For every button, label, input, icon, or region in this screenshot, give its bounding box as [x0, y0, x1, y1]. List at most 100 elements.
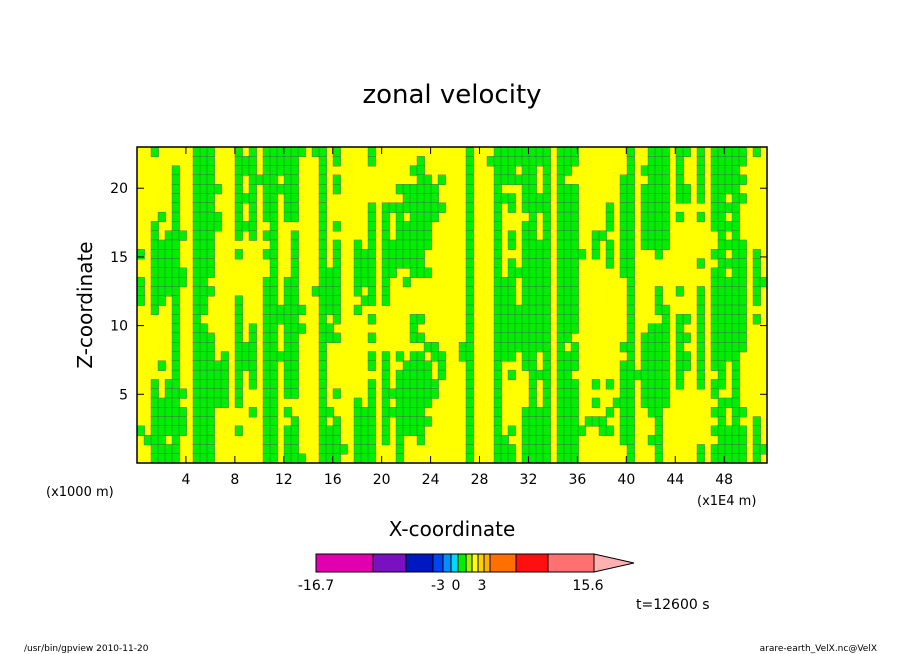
- x-unit-left: (x1000 m): [46, 485, 114, 500]
- field-cell: [710, 304, 719, 316]
- field-cell: [381, 351, 390, 362]
- colorbar-label: 0: [452, 578, 461, 594]
- field-cell: [269, 407, 278, 418]
- field-cell: [206, 332, 215, 343]
- field-cell: [731, 379, 740, 390]
- field-cell: [493, 369, 502, 381]
- field-cell: [465, 286, 474, 297]
- field-cell: [675, 332, 684, 343]
- field-cell: [682, 332, 691, 343]
- field-cell: [507, 174, 516, 185]
- field-cell: [248, 156, 257, 167]
- field-cell: [234, 332, 243, 343]
- y-tick-label: 10: [110, 319, 128, 335]
- field-cell: [675, 147, 684, 158]
- field-cell: [213, 369, 222, 381]
- field-cell: [416, 202, 425, 213]
- field-cell: [738, 342, 747, 353]
- field-cell: [654, 351, 663, 362]
- field-cell: [731, 230, 740, 241]
- field-cell: [262, 388, 271, 399]
- field-cell: [500, 165, 509, 176]
- field-cell: [150, 379, 159, 390]
- field-cell: [332, 332, 341, 343]
- field-cell: [556, 434, 565, 446]
- field-cell: [430, 184, 439, 195]
- field-cell: [731, 276, 740, 288]
- field-cell: [395, 434, 404, 446]
- field-cell: [234, 314, 243, 325]
- field-cell: [710, 276, 719, 288]
- field-cell: [241, 156, 250, 167]
- field-cell: [192, 304, 201, 316]
- field-cell: [542, 444, 551, 455]
- field-cell: [752, 147, 761, 158]
- field-cell: [234, 249, 243, 260]
- field-cell: [311, 286, 320, 297]
- field-cell: [563, 425, 572, 436]
- field-cell: [423, 174, 432, 185]
- field-cell: [696, 342, 705, 353]
- field-cell: [710, 249, 719, 260]
- field-cell: [640, 184, 649, 195]
- field-cell: [178, 416, 187, 427]
- field-cell: [255, 174, 264, 185]
- field-cell: [563, 258, 572, 269]
- field-cell: [283, 379, 292, 390]
- field-cell: [654, 397, 663, 408]
- field-cell: [724, 239, 733, 250]
- field-cell: [465, 407, 474, 418]
- field-cell: [199, 379, 208, 390]
- field-cell: [262, 379, 271, 390]
- field-cell: [318, 211, 327, 223]
- chart-title: zonal velocity: [362, 80, 541, 110]
- field-cell: [367, 314, 376, 325]
- field-cell: [423, 388, 432, 399]
- field-cell: [290, 230, 299, 241]
- colorbar-segment: [477, 553, 485, 573]
- field-cell: [206, 165, 215, 176]
- field-cell: [318, 425, 327, 436]
- field-cell: [164, 397, 173, 408]
- field-cell: [262, 425, 271, 436]
- field-cell: [626, 388, 635, 399]
- field-cell: [269, 453, 278, 463]
- field-cell: [542, 184, 551, 195]
- field-cell: [283, 407, 292, 418]
- field-cell: [521, 444, 530, 455]
- field-cell: [360, 249, 369, 260]
- field-cell: [192, 425, 201, 436]
- field-cell: [269, 184, 278, 195]
- field-cell: [213, 397, 222, 408]
- field-cell: [738, 174, 747, 185]
- field-cell: [675, 351, 684, 362]
- field-cell: [710, 147, 719, 158]
- field-cell: [199, 174, 208, 185]
- field-cell: [619, 221, 628, 232]
- field-cell: [654, 416, 663, 427]
- field-cell: [521, 230, 530, 241]
- field-cell: [171, 193, 180, 204]
- field-cell: [150, 267, 159, 278]
- field-cell: [360, 416, 369, 427]
- field-cell: [234, 351, 243, 362]
- field-cell: [381, 388, 390, 399]
- field-cell: [759, 276, 767, 288]
- field-cell: [283, 295, 292, 306]
- field-cell: [731, 221, 740, 232]
- field-cell: [199, 165, 208, 176]
- field-cell: [626, 174, 635, 185]
- field-cell: [542, 407, 551, 418]
- field-cell: [234, 193, 243, 204]
- field-cell: [570, 360, 579, 371]
- field-cell: [556, 230, 565, 241]
- field-cell: [206, 202, 215, 213]
- field-cell: [332, 286, 341, 297]
- field-cell: [290, 434, 299, 446]
- field-cell: [724, 184, 733, 195]
- field-cell: [563, 416, 572, 427]
- field-cell: [192, 156, 201, 167]
- field-cell: [157, 258, 166, 269]
- field-cell: [423, 193, 432, 204]
